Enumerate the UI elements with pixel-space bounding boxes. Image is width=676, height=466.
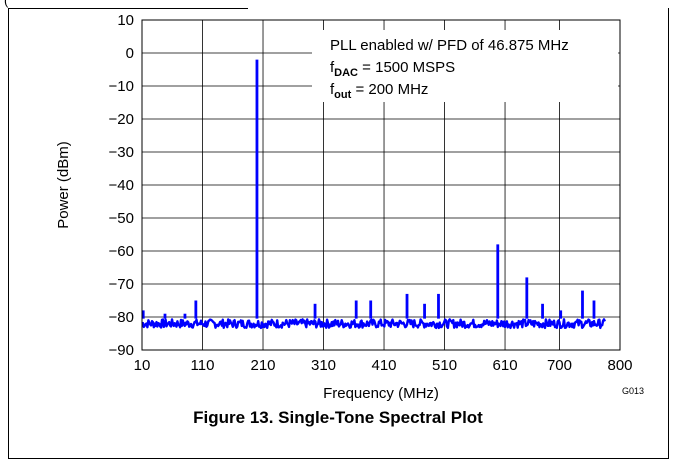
y-tick-label: −20 [109, 111, 134, 128]
y-tick-label: −30 [109, 144, 134, 161]
x-tick-label: 210 [250, 357, 275, 374]
annotation-line-2-symbol: f [330, 59, 335, 76]
x-tick-label: 510 [432, 357, 457, 374]
x-tick-label: 610 [493, 357, 518, 374]
annotation-background [312, 30, 618, 102]
x-axis-label: Frequency (MHz) [323, 385, 439, 402]
series-layer [141, 59, 606, 330]
tick-labels: 10 110 210 310 410 510 610 700 800 10 0 −10 −20 −30 −4… [109, 12, 633, 374]
annotation-line-2-subscript: DAC [334, 67, 358, 79]
noise-floor-trace [141, 318, 606, 330]
annotation-line-3-symbol: f [330, 81, 335, 98]
y-tick-label: −40 [109, 177, 134, 194]
annotation-line-2: fDAC = 1500 MSPS [330, 59, 455, 79]
figure-code: G013 [622, 386, 645, 396]
x-tick-label: 10 [134, 357, 151, 374]
x-tick-label: 800 [607, 357, 632, 374]
annotation-line-3-value: = 200 MHz [351, 81, 428, 98]
y-tick-label: −70 [109, 276, 134, 293]
y-tick-label: −60 [109, 243, 134, 260]
y-tick-label: −90 [109, 342, 134, 359]
annotation-line-3-subscript: out [334, 89, 351, 101]
y-tick-label: −80 [109, 309, 134, 326]
figure-frame [8, 8, 669, 459]
figure-top-border [8, 0, 248, 9]
y-tick-label: −50 [109, 210, 134, 227]
figure-caption: Figure 13. Single-Tone Spectral Plot [193, 408, 483, 427]
x-tick-label: 310 [311, 357, 336, 374]
annotation-line-1: PLL enabled w/ PFD of 46.875 MHz [330, 37, 569, 54]
annotation-line-3: fout = 200 MHz [330, 81, 428, 101]
figure-fragment-paren: ( [4, 0, 9, 8]
x-tick-label: 700 [547, 357, 572, 374]
y-tick-label: 0 [126, 45, 134, 62]
y-axis-label: Power (dBm) [55, 141, 72, 229]
x-tick-label: 410 [372, 357, 397, 374]
x-tick-label: 110 [191, 357, 215, 374]
plot-border [141, 19, 621, 351]
y-tick-label: −10 [109, 78, 134, 95]
y-tick-label: 10 [117, 12, 134, 29]
annotation-box: PLL enabled w/ PFD of 46.875 MHz fDAC = … [312, 30, 618, 102]
annotation-line-2-value: = 1500 MSPS [358, 59, 455, 76]
